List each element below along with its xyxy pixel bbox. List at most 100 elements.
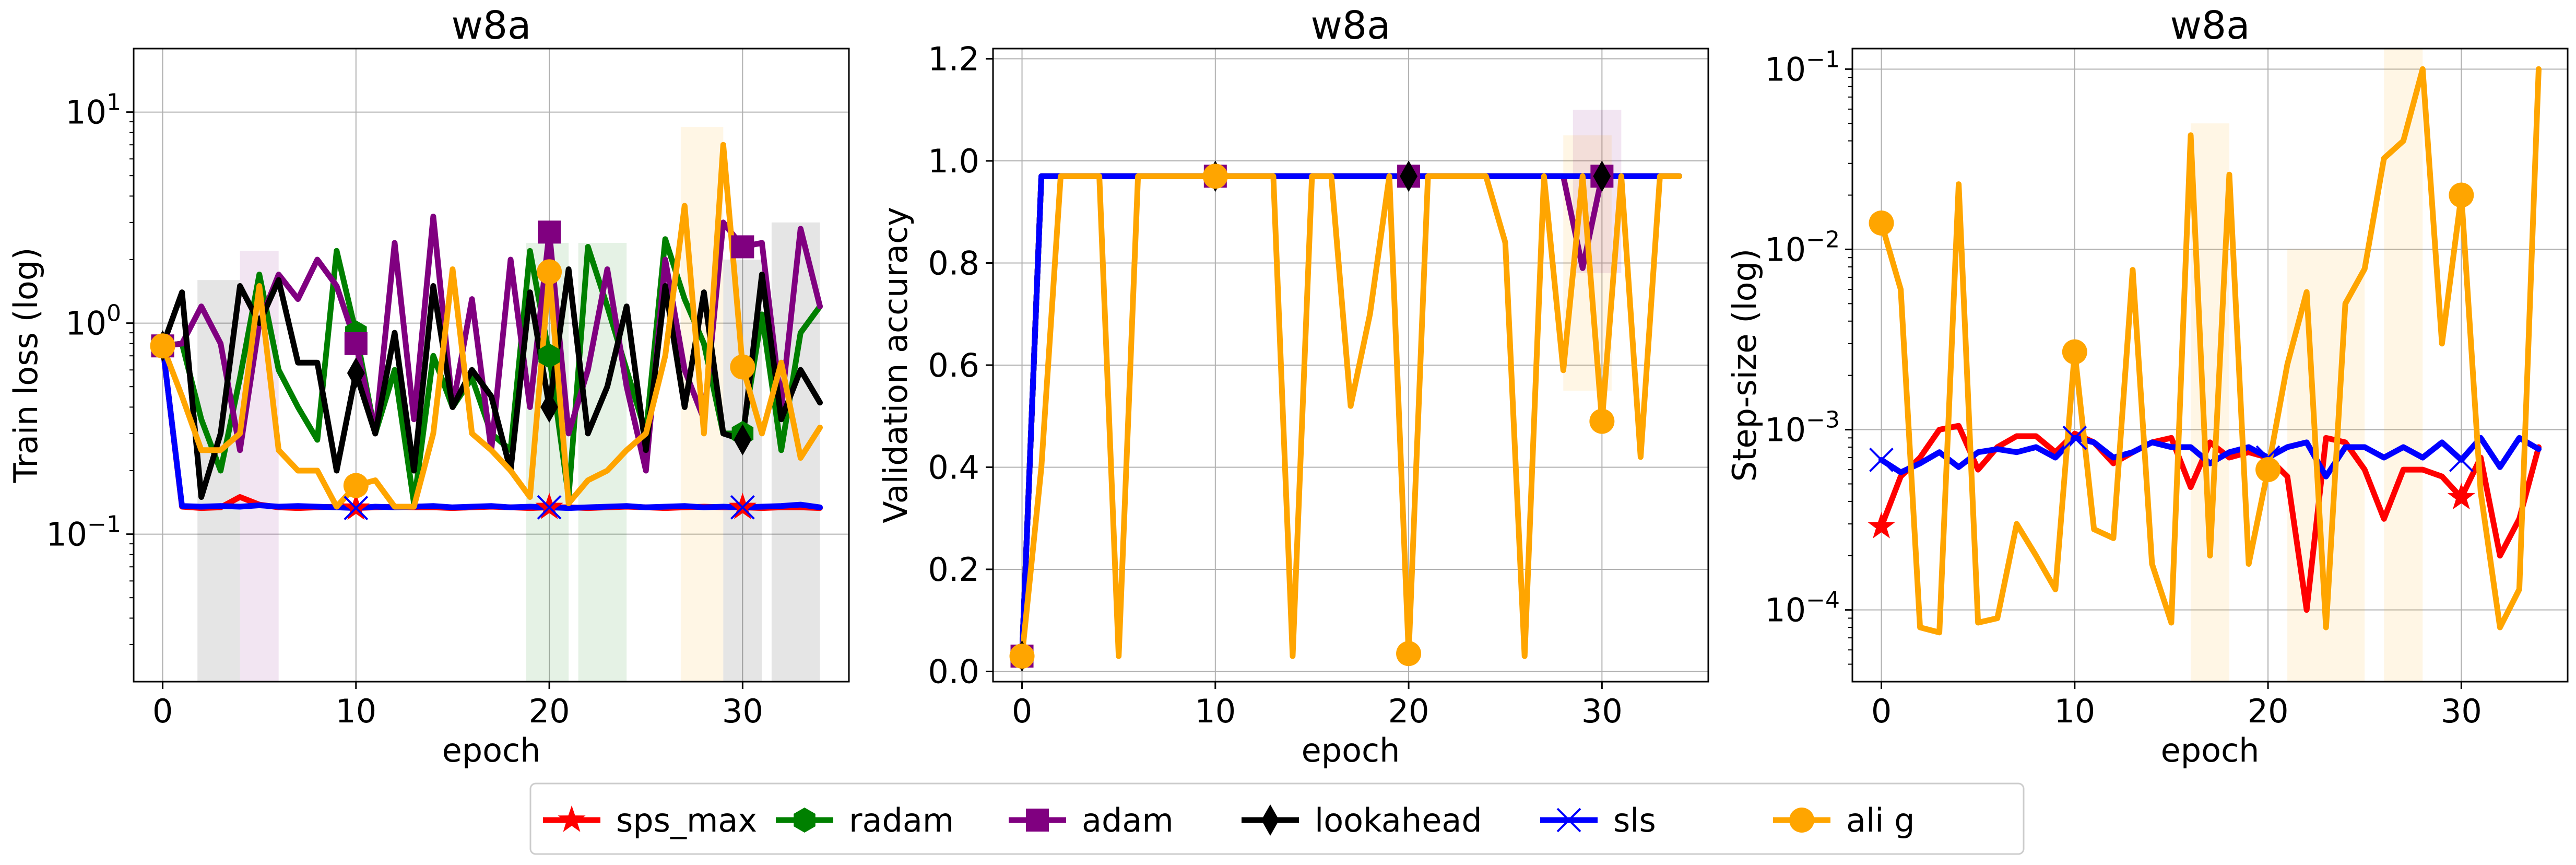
data-point-adam [538,220,561,244]
plot-area [1852,49,2568,682]
y-tick-label: 101 [65,89,121,132]
x-tick-label: 30 [2441,692,2482,730]
x-tick-label: 30 [1581,692,1623,730]
x-tick-label: 0 [1871,692,1892,730]
data-point-sls [344,496,369,520]
data-layer [150,127,823,682]
legend-entry-radam: radam [776,801,954,839]
series-line-sps-max [1878,423,2542,613]
data-point-lookahead [540,391,559,423]
y-axis-label: Train loss (log) [7,248,45,484]
chart-panel-2: 0 10 20 30 0.0 0.2 0.4 0.6 0.8 1.0 1.2 w8a epoch Vali… [877,3,1709,769]
legend-label: lookahead [1315,801,1482,839]
data-layer [1867,49,2542,682]
data-point-sls [1869,447,1894,472]
x-tick-label: 0 [1012,692,1032,730]
chart-title: w8a [2170,3,2250,48]
y-tick-label: 10−2 [1765,226,1840,268]
y-tick-label: 0.6 [928,346,979,384]
data-point-ali-g [2449,182,2474,208]
data-point-sls [730,495,755,520]
series-line-sls [1878,435,2542,480]
series-line-ali-g [1019,173,1682,659]
y-tick-label: 0.0 [928,652,979,691]
data-point-ali-g [730,354,755,380]
legend-entry-ali-g: ali g [1773,801,1915,839]
legend-label: sls [1613,801,1656,839]
x-tick-label: 30 [722,692,763,730]
data-point-ali-g [1202,163,1228,189]
data-point-lookahead [1593,160,1611,192]
data-point-ali-g [1589,408,1615,434]
data-point-sps-max [2447,483,2475,510]
legend: sps_max radam adam lookahead sls ali g [529,782,2025,855]
legend-marker-star [558,805,586,832]
chart-panel-1: 0 10 20 30 10−1 100 101 w8a epoch Train loss (log… [7,3,850,769]
data-point-ali-g [150,333,175,359]
legend-marker-square [1026,809,1049,832]
axes-frame [1851,48,2569,683]
data-point-ali-g [2062,339,2087,365]
legend-marker-diamond [1261,804,1279,836]
data-point-adam [731,235,754,259]
x-axis-label: epoch [442,731,541,769]
data-point-ali-g [1396,641,1422,667]
chart-title: w8a [452,3,531,48]
y-tick-label: 0.4 [928,448,979,486]
data-point-adam [344,332,368,355]
legend-marker-circle [1789,808,1814,833]
data-point-ali-g [343,473,369,498]
x-axis-label: epoch [2161,731,2260,769]
y-tick-label: 100 [65,300,121,343]
data-point-ali-g [537,259,562,285]
y-tick-label: 10−3 [1765,407,1840,449]
legend-entry-sls: sls [1540,801,1656,839]
x-tick-label: 10 [335,692,376,730]
data-point-lookahead [347,357,365,389]
data-point-radam [538,343,560,369]
y-axis-label: Validation accuracy [877,207,915,523]
data-point-sls [537,495,562,520]
chart-title: w8a [1311,3,1391,48]
data-layer [1009,110,1682,672]
y-tick-label: 1.0 [928,142,979,180]
data-point-ali-g [2255,457,2281,483]
axes-frame [133,48,850,683]
legend-entry-sps-max: sps_max [543,801,757,839]
y-axis-label: Step-size (log) [1726,249,1764,482]
data-point-sls [2062,425,2087,450]
y-tick-label: 1.2 [928,40,979,78]
y-tick-label: 10−1 [46,511,121,554]
legend-label: adam [1082,801,1174,839]
data-point-lookahead [734,424,752,455]
series-line-sls [1019,173,1682,659]
x-tick-label: 20 [2248,692,2289,730]
legend-label: ali g [1846,801,1915,839]
x-tick-label: 0 [152,692,173,730]
x-tick-label: 10 [2054,692,2095,730]
y-tick-label: 10−1 [1765,46,1840,88]
y-tick-label: 0.8 [928,244,979,283]
legend-entry-lookahead: lookahead [1242,801,1482,839]
x-tick-label: 20 [1388,692,1429,730]
y-tick-label: 10−4 [1765,587,1840,629]
x-tick-label: 10 [1195,692,1236,730]
y-tick-label: 0.2 [928,551,979,589]
x-axis-label: epoch [1302,731,1400,769]
data-point-ali-g [1869,211,1894,236]
data-point-ali-g [1009,644,1035,669]
x-tick-label: 20 [529,692,570,730]
series-line-ali-g [160,142,823,510]
data-point-lookahead [1400,160,1418,192]
legend-entry-adam: adam [1009,801,1174,839]
legend-label: radam [849,801,954,839]
series-line-sls [160,343,823,511]
legend-marker-hexagon [794,808,816,833]
data-point-sps-max [1867,512,1896,539]
legend-label: sps_max [616,801,757,839]
series-line-ali-g [1878,66,2542,636]
legend-marker-x [1556,808,1581,833]
data-point-sls [2449,447,2474,472]
